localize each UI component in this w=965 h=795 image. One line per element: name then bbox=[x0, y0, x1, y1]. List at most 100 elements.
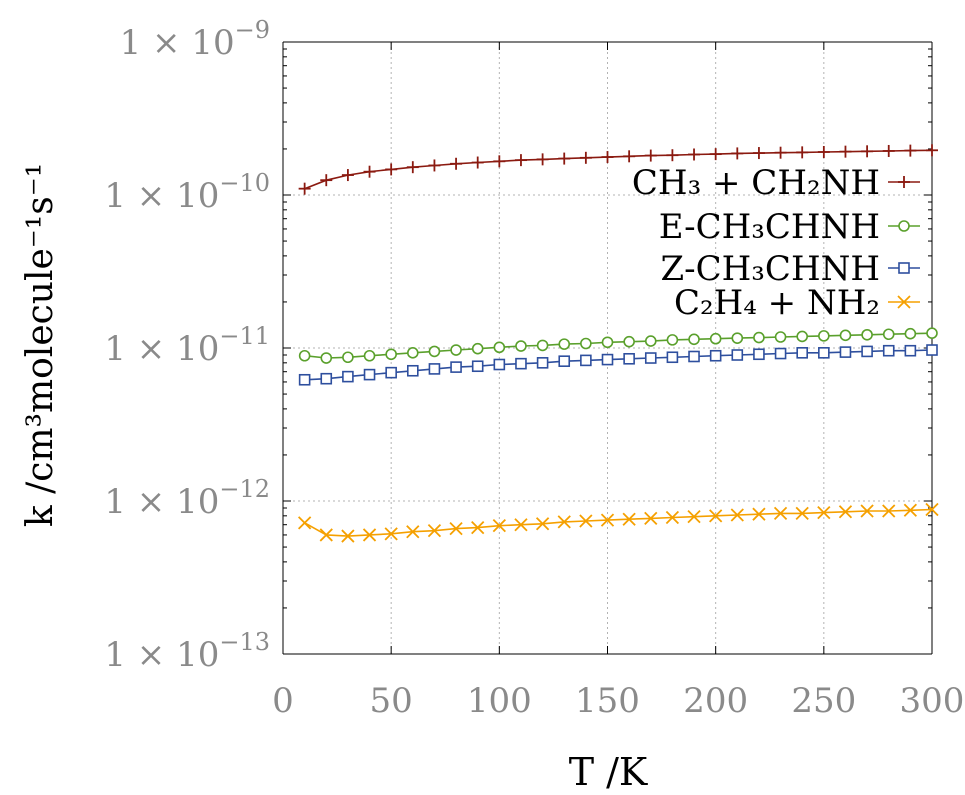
data-point bbox=[298, 373, 311, 386]
data-point bbox=[406, 364, 419, 377]
data-point bbox=[709, 148, 722, 161]
data-point bbox=[753, 331, 765, 344]
y-tick-label: 1 × 10−12 bbox=[104, 475, 270, 522]
data-point bbox=[342, 370, 354, 383]
data-point bbox=[926, 144, 938, 157]
data-point bbox=[796, 330, 809, 343]
data-point bbox=[796, 146, 809, 159]
data-point bbox=[774, 146, 787, 159]
series-line bbox=[304, 332, 933, 359]
data-point bbox=[515, 340, 527, 352]
legend-label: C₂H₄ + NH₂ bbox=[674, 283, 880, 323]
data-point bbox=[428, 345, 441, 358]
x-tick-label: 200 bbox=[683, 681, 748, 721]
data-point bbox=[773, 506, 788, 521]
series-line bbox=[304, 508, 933, 537]
data-point bbox=[362, 528, 377, 542]
data-point bbox=[882, 504, 896, 518]
y-tick-label: 1 × 10−13 bbox=[104, 628, 270, 675]
data-point bbox=[319, 528, 333, 542]
data-point bbox=[882, 344, 895, 357]
data-point bbox=[904, 144, 917, 157]
data-point bbox=[514, 154, 527, 167]
data-point bbox=[558, 355, 571, 367]
data-point bbox=[601, 353, 614, 366]
data-point bbox=[601, 336, 614, 349]
data-point bbox=[839, 145, 852, 158]
data-point bbox=[493, 155, 506, 168]
data-point bbox=[471, 520, 485, 535]
data-point bbox=[536, 153, 549, 166]
legend-marker bbox=[897, 295, 911, 309]
data-point bbox=[471, 342, 484, 355]
data-point bbox=[341, 169, 354, 182]
data-point bbox=[297, 516, 312, 530]
data-point bbox=[623, 335, 635, 348]
data-point bbox=[861, 328, 873, 341]
data-point bbox=[666, 334, 679, 346]
legend-label: Z-CH₃CHNH bbox=[661, 249, 880, 289]
data-point bbox=[342, 351, 354, 364]
data-point bbox=[904, 327, 917, 340]
data-point bbox=[580, 354, 592, 367]
data-point bbox=[558, 338, 571, 350]
legend-label: E-CH₃CHNH bbox=[659, 207, 880, 247]
data-point bbox=[341, 529, 355, 543]
data-point bbox=[688, 333, 700, 346]
data-point bbox=[903, 503, 918, 517]
data-point bbox=[644, 149, 657, 162]
data-point bbox=[320, 174, 333, 187]
data-point bbox=[471, 360, 484, 373]
data-point bbox=[580, 337, 592, 350]
data-point bbox=[363, 368, 376, 381]
data-point bbox=[557, 515, 571, 529]
data-point bbox=[558, 152, 571, 165]
data-point bbox=[385, 366, 397, 379]
data-point bbox=[298, 182, 311, 195]
series-square bbox=[298, 344, 938, 386]
data-point bbox=[926, 327, 938, 339]
axes: 0 50 100 150 200 250 300 1 × 10−13 1 × 10−12 1 × … bbox=[104, 16, 964, 721]
legend-label: CH₃ + CH₂NH bbox=[632, 163, 880, 203]
data-point bbox=[839, 346, 852, 358]
data-point bbox=[839, 329, 852, 342]
data-point bbox=[925, 502, 939, 517]
data-point bbox=[601, 151, 614, 164]
data-point bbox=[774, 347, 787, 360]
data-point bbox=[795, 506, 809, 521]
data-point bbox=[622, 512, 636, 526]
series-circle bbox=[298, 327, 938, 364]
data-point bbox=[838, 505, 853, 519]
data-point bbox=[752, 147, 765, 160]
data-point bbox=[731, 332, 744, 344]
data-point bbox=[926, 344, 938, 356]
legend-marker bbox=[898, 220, 910, 232]
y-tick-label: 1 × 10−9 bbox=[120, 16, 270, 63]
data-point bbox=[623, 150, 636, 163]
data-point bbox=[493, 358, 506, 371]
data-point bbox=[731, 349, 744, 361]
data-point bbox=[450, 157, 463, 170]
x-tick-label: 100 bbox=[467, 681, 532, 721]
data-point bbox=[644, 511, 658, 526]
data-point bbox=[471, 156, 484, 169]
data-point bbox=[818, 347, 830, 359]
data-point bbox=[449, 521, 463, 536]
data-point bbox=[687, 510, 701, 524]
data-point bbox=[320, 352, 333, 364]
data-point bbox=[428, 363, 441, 375]
data-point bbox=[709, 509, 723, 523]
data-point bbox=[406, 525, 420, 539]
data-point bbox=[861, 345, 873, 358]
data-point bbox=[904, 344, 917, 357]
data-point bbox=[450, 361, 462, 373]
data-point bbox=[688, 148, 701, 161]
y-tick-label: 1 × 10−11 bbox=[104, 322, 270, 369]
data-point bbox=[688, 350, 700, 363]
y-tick-label: 1 × 10−10 bbox=[104, 169, 270, 216]
series-layer bbox=[297, 144, 939, 543]
data-point bbox=[450, 344, 462, 356]
data-point bbox=[535, 517, 550, 531]
series-plus bbox=[298, 144, 938, 195]
